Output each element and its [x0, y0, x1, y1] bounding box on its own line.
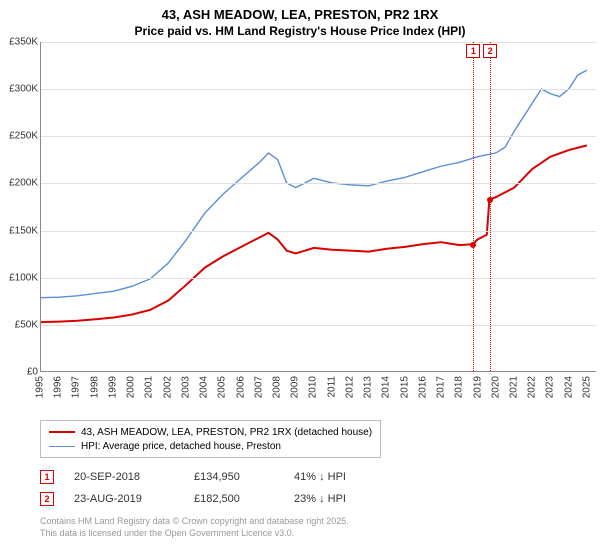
x-tick-label: 2012 [344, 376, 355, 398]
x-tick-label: 2020 [490, 376, 501, 398]
x-tick-label: 2015 [399, 376, 410, 398]
event-price: £134,950 [194, 471, 274, 483]
event-pct: 41% ↓ HPI [294, 471, 394, 483]
x-tick-label: 2013 [363, 376, 374, 398]
x-tick-label: 1998 [89, 376, 100, 398]
gridline [41, 231, 596, 232]
x-tick-label: 2021 [508, 376, 519, 398]
sale-dot [487, 197, 493, 203]
legend-label: HPI: Average price, detached house, Pres… [81, 441, 281, 452]
x-tick-label: 2007 [253, 376, 264, 398]
event-row: 1 20-SEP-2018 £134,950 41% ↓ HPI [40, 466, 394, 488]
chart-area: £0£50K£100K£150K£200K£250K£300K£350K 12 … [0, 42, 600, 412]
x-tick-label: 2014 [381, 376, 392, 398]
x-tick-label: 2002 [162, 376, 173, 398]
event-date: 23-AUG-2019 [74, 493, 174, 505]
x-tick-label: 2018 [454, 376, 465, 398]
x-tick-label: 2017 [436, 376, 447, 398]
series-property [41, 145, 587, 322]
plot-region: 12 [40, 42, 596, 372]
event-pct: 23% ↓ HPI [294, 493, 394, 505]
x-tick-label: 2008 [271, 376, 282, 398]
x-tick-label: 2004 [199, 376, 210, 398]
legend-label: 43, ASH MEADOW, LEA, PRESTON, PR2 1RX (d… [81, 427, 372, 438]
chart-title-line1: 43, ASH MEADOW, LEA, PRESTON, PR2 1RX [0, 0, 600, 24]
x-tick-label: 1999 [107, 376, 118, 398]
x-tick-label: 2000 [126, 376, 137, 398]
chart-title-line2: Price paid vs. HM Land Registry's House … [0, 24, 600, 38]
x-tick-label: 2019 [472, 376, 483, 398]
gridline [41, 136, 596, 137]
event-row-marker: 2 [40, 492, 54, 506]
gridline [41, 278, 596, 279]
x-tick-label: 2001 [144, 376, 155, 398]
y-tick-label: £250K [9, 131, 38, 142]
legend-row: 43, ASH MEADOW, LEA, PRESTON, PR2 1RX (d… [49, 425, 372, 439]
x-tick-label: 1997 [71, 376, 82, 398]
y-axis: £0£50K£100K£150K£200K£250K£300K£350K [0, 42, 40, 412]
y-tick-label: £50K [15, 319, 38, 330]
x-tick-label: 1995 [35, 376, 46, 398]
legend-row: HPI: Average price, detached house, Pres… [49, 439, 372, 453]
x-tick-label: 2006 [235, 376, 246, 398]
y-tick-label: £150K [9, 225, 38, 236]
footer-attribution: Contains HM Land Registry data © Crown c… [40, 516, 349, 539]
event-date: 20-SEP-2018 [74, 471, 174, 483]
gridline [41, 42, 596, 43]
chart-container: 43, ASH MEADOW, LEA, PRESTON, PR2 1RX Pr… [0, 0, 600, 560]
x-tick-label: 2011 [326, 376, 337, 398]
gridline [41, 89, 596, 90]
event-row: 2 23-AUG-2019 £182,500 23% ↓ HPI [40, 488, 394, 510]
x-tick-label: 1996 [53, 376, 64, 398]
x-tick-label: 2005 [217, 376, 228, 398]
x-tick-label: 2009 [290, 376, 301, 398]
x-tick-label: 2023 [545, 376, 556, 398]
x-tick-label: 2016 [417, 376, 428, 398]
legend: 43, ASH MEADOW, LEA, PRESTON, PR2 1RX (d… [40, 420, 381, 458]
event-marker: 2 [483, 44, 497, 58]
gridline [41, 183, 596, 184]
event-marker: 1 [466, 44, 480, 58]
x-tick-label: 2024 [563, 376, 574, 398]
footer-line2: This data is licensed under the Open Gov… [40, 528, 349, 540]
sale-dot [470, 242, 476, 248]
footer-line1: Contains HM Land Registry data © Crown c… [40, 516, 349, 528]
gridline [41, 325, 596, 326]
x-tick-label: 2003 [180, 376, 191, 398]
y-tick-label: £350K [9, 37, 38, 48]
event-vline [473, 42, 474, 371]
events-table: 1 20-SEP-2018 £134,950 41% ↓ HPI 2 23-AUG-201… [40, 466, 394, 510]
legend-swatch [49, 431, 75, 433]
x-tick-label: 2010 [308, 376, 319, 398]
event-row-marker: 1 [40, 470, 54, 484]
x-axis: 1995199619971998199920002001200220032004… [40, 372, 596, 412]
event-price: £182,500 [194, 493, 274, 505]
y-tick-label: £200K [9, 178, 38, 189]
x-tick-label: 2022 [527, 376, 538, 398]
line-series [41, 42, 596, 371]
legend-swatch [49, 446, 75, 447]
y-tick-label: £100K [9, 272, 38, 283]
x-tick-label: 2025 [581, 376, 592, 398]
event-vline [490, 42, 491, 371]
y-tick-label: £300K [9, 84, 38, 95]
